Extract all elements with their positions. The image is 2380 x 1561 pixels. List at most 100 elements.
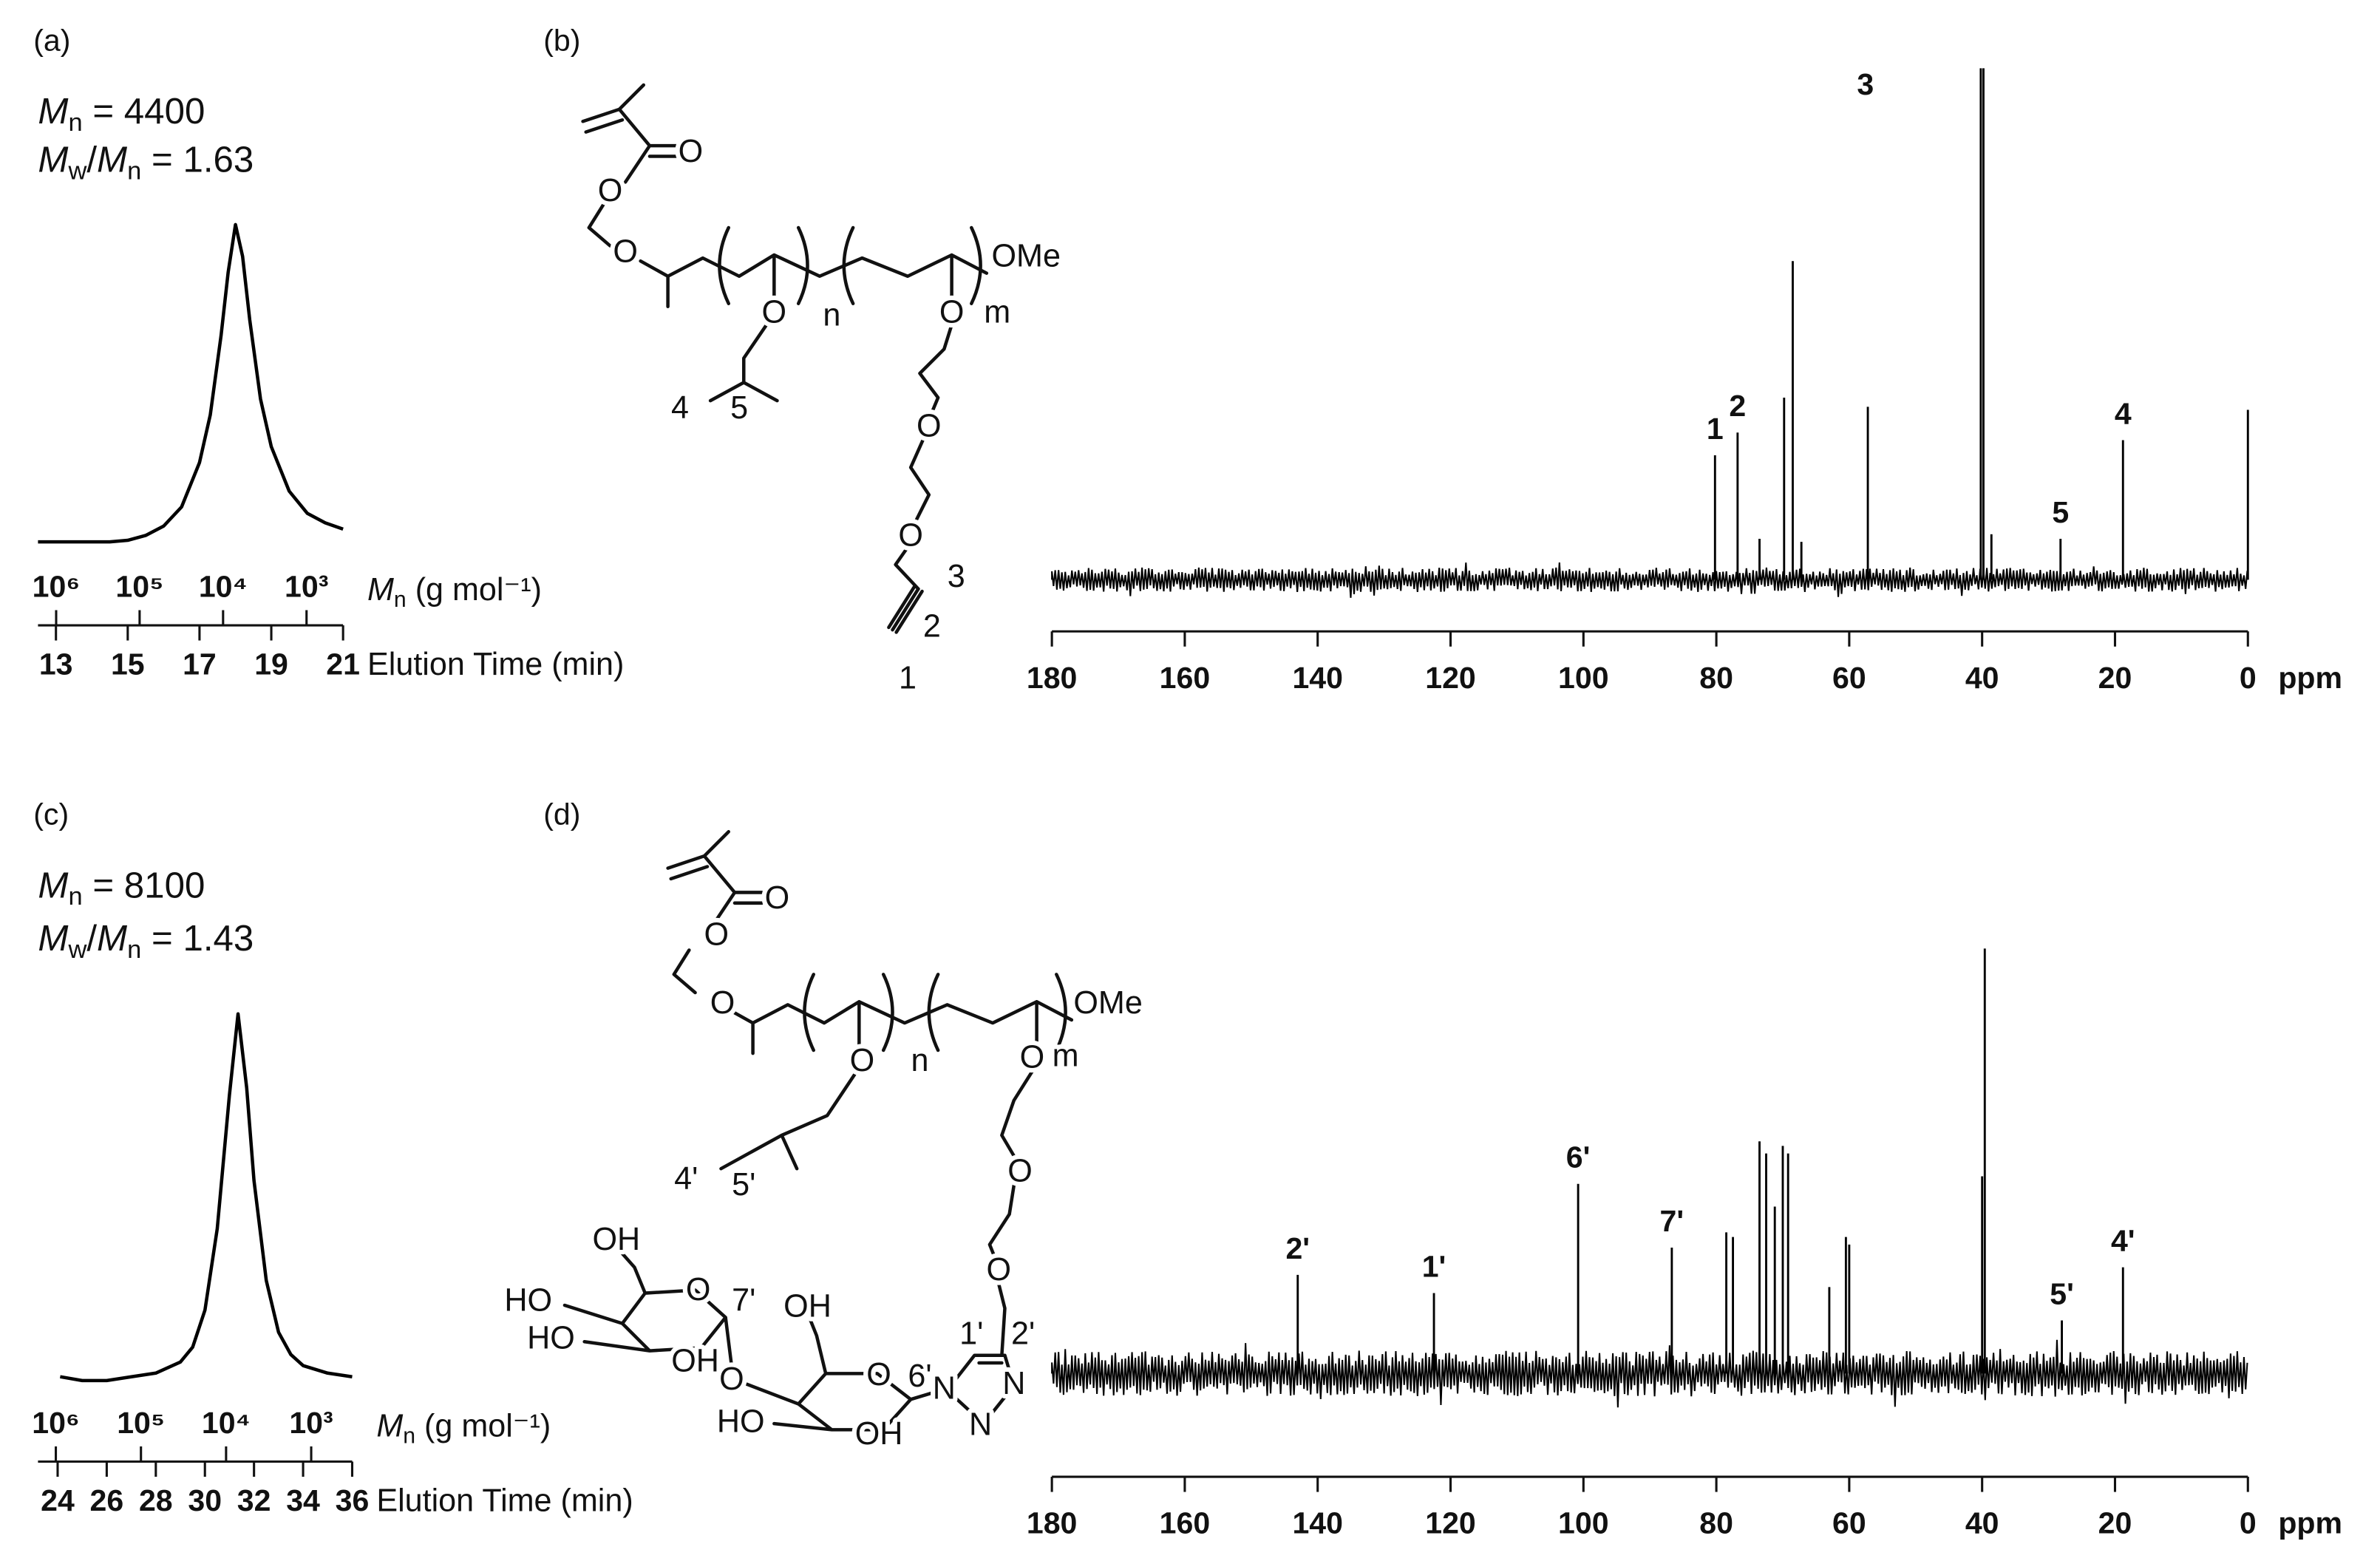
bracket: [718, 225, 982, 305]
bond: [708, 323, 779, 403]
x-tick-label: 17: [183, 647, 217, 681]
x-tick-label: 120: [1425, 1506, 1476, 1540]
text-part: (g mol⁻¹): [415, 1409, 551, 1444]
x-tick-label: 60: [1832, 661, 1866, 695]
x-tick-label: 80: [1699, 1506, 1733, 1540]
text-part: w: [67, 157, 86, 186]
atom-label: HO: [717, 1404, 765, 1440]
bond: [581, 83, 679, 248]
bond: [719, 1072, 857, 1171]
peak-label: 4': [2111, 1224, 2135, 1258]
text-part: = 8100: [83, 865, 205, 905]
atom-label: n: [911, 1043, 928, 1078]
atom-label: O: [850, 1043, 875, 1078]
atom-label: O: [762, 294, 787, 330]
x-tick-label: 140: [1292, 1506, 1343, 1540]
atom-label: O: [686, 1272, 711, 1307]
atom-label: O: [704, 916, 730, 952]
text-part: M: [38, 91, 69, 132]
panel-label: (b): [543, 23, 580, 57]
annotation: Mn = 4400: [38, 91, 205, 137]
bond: [894, 323, 953, 591]
atom-label: 2: [923, 609, 941, 645]
peak-label: 1': [1422, 1250, 1446, 1284]
text-part: n: [403, 1424, 415, 1448]
structure-sidechains: [708, 323, 953, 634]
x-tick-label: 140: [1292, 661, 1343, 695]
atom-label: OMe: [992, 238, 1061, 273]
x-tick-label: 20: [2098, 661, 2132, 695]
x-tick-label: 30: [188, 1483, 222, 1517]
atom-label: OH: [592, 1222, 640, 1257]
panel-label: (c): [33, 797, 69, 831]
x2-tick-label: 10⁶: [32, 1406, 80, 1440]
text-part: M: [97, 140, 128, 180]
x-tick-label: 13: [39, 647, 73, 681]
x-tick-label: 15: [111, 647, 145, 681]
atom-label: O: [898, 517, 923, 553]
atom-label: 5: [730, 390, 748, 426]
x2-axis-title: Mn (g mol⁻¹): [376, 1409, 551, 1449]
text-part: M: [38, 865, 69, 905]
x-tick-label: 40: [1965, 661, 1999, 695]
text-part: M: [367, 572, 394, 608]
x-tick-label: 180: [1027, 1506, 1078, 1540]
atom-label: O: [1007, 1154, 1033, 1189]
peak-label: 6': [1566, 1140, 1591, 1174]
x-tick-label: 40: [1965, 1506, 1999, 1540]
baseline-noise: [1051, 562, 2248, 598]
peak-label: 2': [1285, 1231, 1310, 1265]
text-part: /: [86, 140, 97, 180]
atom-label: OH: [783, 1288, 832, 1324]
x2-tick-label: 10³: [289, 1406, 333, 1440]
x2-tick-label: 10³: [285, 570, 328, 604]
x2-tick-label: 10⁵: [115, 570, 163, 604]
x-tick-label: 32: [237, 1483, 271, 1517]
annotation: Mn = 8100: [38, 865, 205, 911]
text-part: n: [127, 936, 141, 964]
text-part: /: [86, 918, 97, 959]
sugar-ring: [562, 1251, 734, 1368]
x-tick-label: 80: [1699, 661, 1733, 695]
atom-label: O: [710, 985, 735, 1021]
x-axis-title: Elution Time (min): [367, 647, 624, 682]
atom-label: m: [984, 294, 1010, 330]
atom-label: OMe: [1073, 985, 1142, 1021]
x-tick-label: 28: [139, 1483, 173, 1517]
atom-label: n: [823, 298, 840, 333]
x-axis-title: ppm: [2278, 661, 2342, 695]
text-part: M: [38, 918, 69, 959]
x-tick-label: 19: [254, 647, 288, 681]
peak-label: 5': [2050, 1277, 2074, 1311]
atom-label: 1': [959, 1316, 983, 1351]
peak-label: 3: [1857, 67, 1874, 101]
atom-label: O: [765, 880, 790, 916]
peak-label: 4: [2115, 396, 2132, 430]
atom-label: O: [917, 408, 942, 443]
atom-label: O: [1020, 1040, 1045, 1075]
atom-label: OH: [671, 1343, 719, 1378]
x-tick-label: 120: [1425, 661, 1476, 695]
atom-label: 4: [671, 390, 689, 426]
text-part: M: [38, 140, 69, 180]
atom-label: 4': [674, 1161, 698, 1197]
peak-label: 2: [1729, 389, 1746, 423]
x-tick-label: 180: [1027, 661, 1078, 695]
x-tick-label: 34: [286, 1483, 320, 1517]
text-part: w: [67, 936, 86, 964]
bond: [987, 1069, 1034, 1358]
baseline-noise: [1051, 1339, 2248, 1408]
atom-label: O: [613, 234, 638, 269]
atom-label: 5': [732, 1167, 755, 1203]
x2-tick-label: 10⁴: [202, 1406, 251, 1440]
x-tick-label: 26: [90, 1483, 124, 1517]
triazole: [945, 1353, 1016, 1426]
text-part: M: [376, 1409, 403, 1444]
annotation: Mw/Mn = 1.63: [38, 140, 254, 186]
atom-label: N: [933, 1370, 956, 1406]
x-tick-label: 21: [326, 647, 360, 681]
x-tick-label: 160: [1160, 1506, 1211, 1540]
atom-label: HO: [504, 1282, 552, 1318]
